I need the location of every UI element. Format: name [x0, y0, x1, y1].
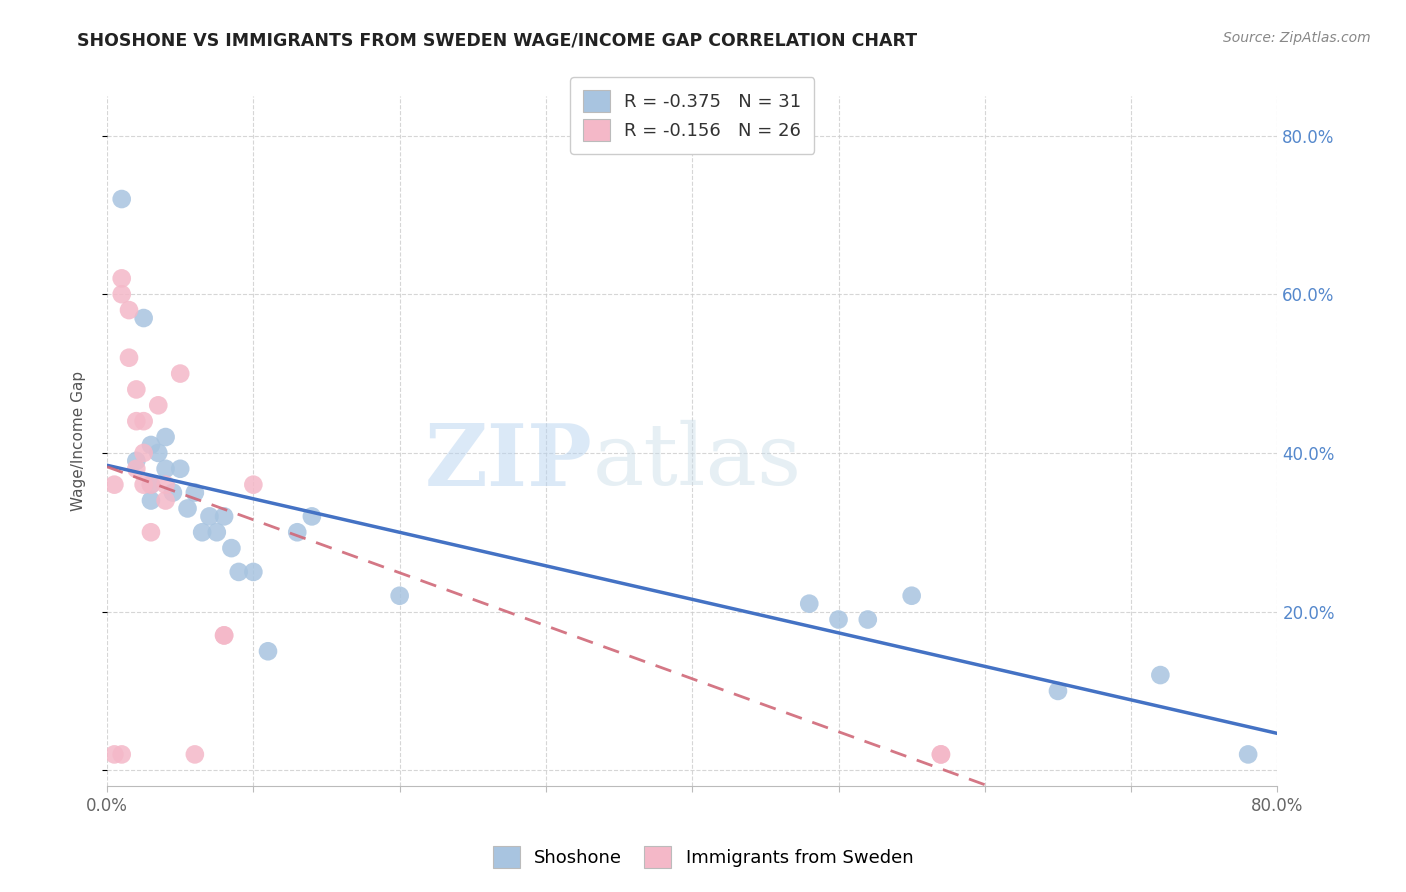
- Point: [162, 485, 184, 500]
- Point: [257, 644, 280, 658]
- Point: [301, 509, 323, 524]
- Point: [212, 509, 235, 524]
- Legend: Shoshone, Immigrants from Sweden: Shoshone, Immigrants from Sweden: [482, 835, 924, 879]
- Point: [139, 525, 162, 540]
- Point: [155, 430, 177, 444]
- Point: [111, 192, 134, 206]
- Point: [139, 477, 162, 491]
- Point: [103, 477, 125, 491]
- Point: [139, 477, 162, 491]
- Point: [856, 613, 879, 627]
- Point: [132, 311, 155, 326]
- Point: [388, 589, 411, 603]
- Point: [929, 747, 952, 762]
- Point: [125, 414, 148, 428]
- Point: [827, 613, 849, 627]
- Point: [242, 565, 264, 579]
- Point: [242, 477, 264, 491]
- Point: [205, 525, 228, 540]
- Point: [139, 438, 162, 452]
- Point: [155, 477, 177, 491]
- Point: [111, 747, 134, 762]
- Point: [929, 747, 952, 762]
- Point: [184, 747, 207, 762]
- Point: [132, 414, 155, 428]
- Point: [169, 462, 191, 476]
- Text: ZIP: ZIP: [425, 420, 593, 504]
- Point: [1237, 747, 1260, 762]
- Legend: R = -0.375   N = 31, R = -0.156   N = 26: R = -0.375 N = 31, R = -0.156 N = 26: [571, 78, 814, 153]
- Point: [139, 493, 162, 508]
- Point: [103, 747, 125, 762]
- Y-axis label: Wage/Income Gap: Wage/Income Gap: [72, 371, 86, 511]
- Text: atlas: atlas: [593, 420, 801, 503]
- Point: [228, 565, 250, 579]
- Point: [900, 589, 922, 603]
- Point: [125, 383, 148, 397]
- Point: [1149, 668, 1171, 682]
- Text: Source: ZipAtlas.com: Source: ZipAtlas.com: [1223, 31, 1371, 45]
- Point: [169, 367, 191, 381]
- Point: [799, 597, 821, 611]
- Point: [184, 485, 207, 500]
- Point: [148, 398, 170, 412]
- Point: [198, 509, 221, 524]
- Point: [132, 446, 155, 460]
- Point: [111, 271, 134, 285]
- Point: [155, 462, 177, 476]
- Point: [191, 525, 214, 540]
- Point: [285, 525, 308, 540]
- Point: [176, 501, 198, 516]
- Text: SHOSHONE VS IMMIGRANTS FROM SWEDEN WAGE/INCOME GAP CORRELATION CHART: SHOSHONE VS IMMIGRANTS FROM SWEDEN WAGE/…: [77, 31, 918, 49]
- Point: [125, 462, 148, 476]
- Point: [148, 446, 170, 460]
- Point: [155, 493, 177, 508]
- Point: [111, 287, 134, 301]
- Point: [125, 454, 148, 468]
- Point: [221, 541, 243, 555]
- Point: [118, 351, 141, 365]
- Point: [212, 628, 235, 642]
- Point: [1046, 684, 1069, 698]
- Point: [212, 628, 235, 642]
- Point: [118, 303, 141, 318]
- Point: [132, 477, 155, 491]
